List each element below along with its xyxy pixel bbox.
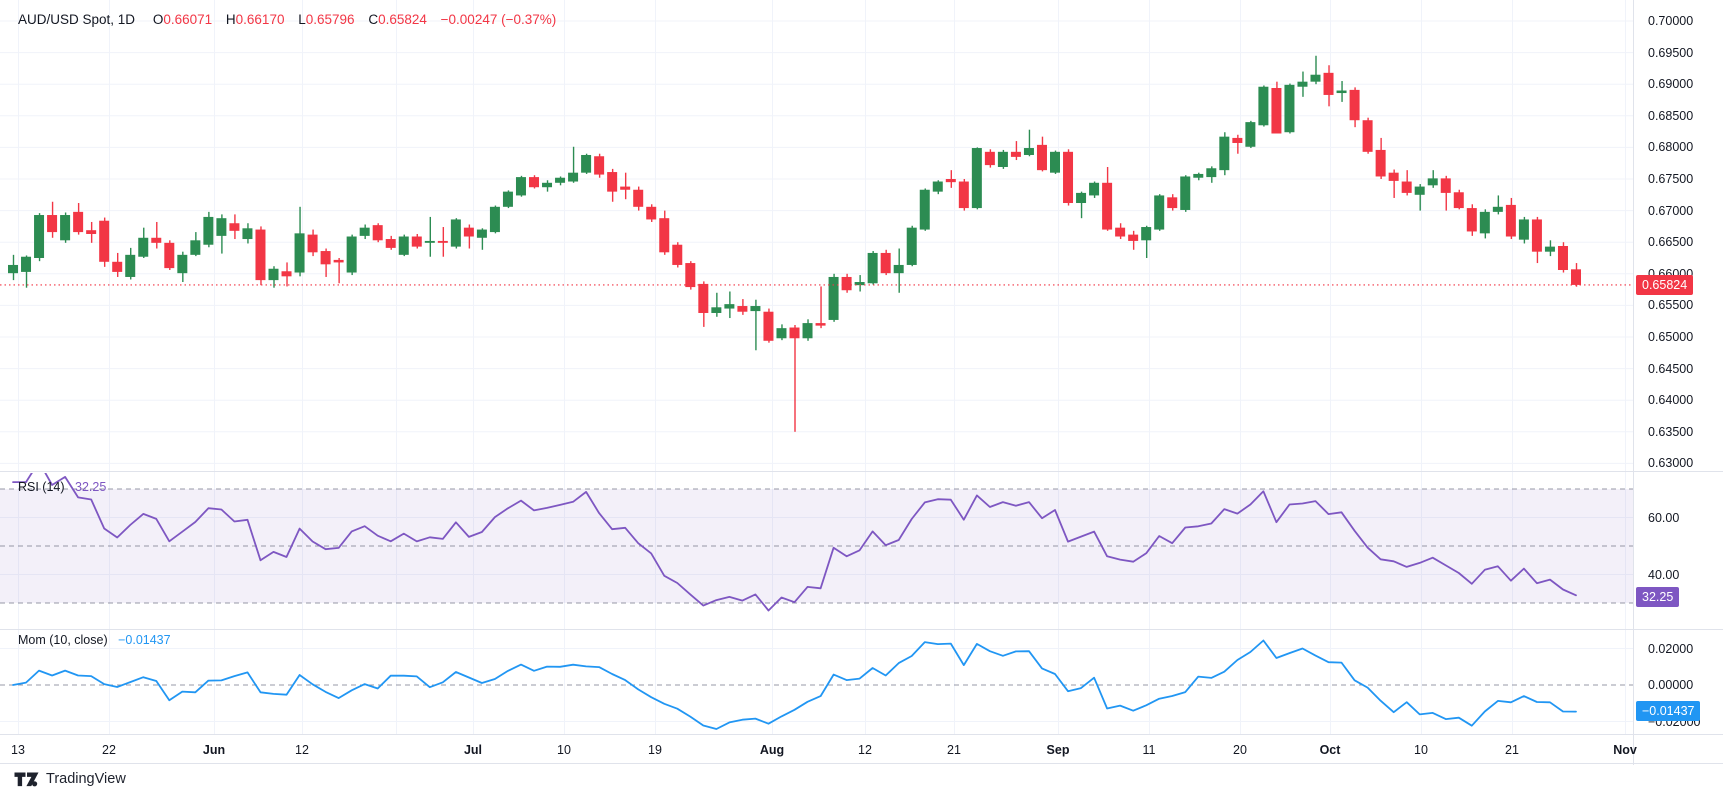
tradingview-logo[interactable]: TradingView <box>14 771 126 787</box>
mom-value-badge: −0.01437 <box>1636 701 1701 722</box>
time-tick-label: 21 <box>947 743 961 757</box>
mom-indicator-title[interactable]: Mom (10, close) <box>18 633 108 647</box>
time-tick-label: 13 <box>11 743 25 757</box>
time-tick-label: 10 <box>1414 743 1428 757</box>
rsi-value-badge: 32.25 <box>1636 586 1680 607</box>
mom-tick-label: 0.02000 <box>1648 641 1694 656</box>
high-value: 0.66170 <box>235 12 285 27</box>
change-value: −0.00247 (−0.37%) <box>440 12 557 27</box>
rsi-line <box>12 473 1577 612</box>
low-label: L <box>298 12 306 27</box>
time-tick-label: 22 <box>102 743 116 757</box>
mom-line <box>12 639 1577 730</box>
vertical-gridlines <box>18 0 1626 734</box>
price-tick-label: 0.67500 <box>1648 172 1694 186</box>
candlesticks <box>8 55 1581 432</box>
time-tick-label: Jun <box>202 743 226 757</box>
price-tick-label: 0.63500 <box>1648 424 1694 439</box>
tradingview-logo-text: TradingView <box>46 771 126 787</box>
time-scale[interactable]: 13 22 Jun 12 Jul 10 19 Aug 12 21 Sep 11 20 Oct 10 21 Nov <box>0 734 1723 764</box>
time-tick-label: Oct <box>1319 743 1341 757</box>
rsi-tick-label: 60.00 <box>1648 510 1680 525</box>
horizontal-gridlines <box>0 20 1633 722</box>
price-tick-label: 0.68500 <box>1648 108 1694 123</box>
price-tick-label: 0.66500 <box>1648 235 1694 250</box>
time-tick-label: 12 <box>858 743 872 757</box>
ohlc-high: H0.66170 <box>226 12 285 27</box>
price-tick-label: 0.70000 <box>1648 14 1694 28</box>
open-label: O <box>152 12 164 27</box>
price-tick-label: 0.64000 <box>1648 393 1694 408</box>
mom-tick-label: 0.00000 <box>1648 678 1694 692</box>
price-tick-label: 0.63000 <box>1648 456 1694 471</box>
ohlc-low: L0.65796 <box>298 12 354 27</box>
time-tick-label: 19 <box>648 743 662 757</box>
low-value: 0.65796 <box>305 12 355 27</box>
symbol-legend: AUD/USD Spot, 1D O0.66071 H0.66170 L0.65… <box>18 12 556 27</box>
price-tick-label: 0.65500 <box>1648 298 1694 313</box>
time-tick-label: Jul <box>463 743 483 757</box>
time-tick-label: Sep <box>1046 743 1070 757</box>
rsi-indicator-value: 32.25 <box>75 480 107 494</box>
mom-legend: Mom (10, close) −0.01437 <box>18 633 171 647</box>
ohlc-open: O0.66071 <box>153 12 212 27</box>
time-tick-label: 21 <box>1505 743 1519 757</box>
last-price-badge: 0.65824 <box>1636 274 1694 295</box>
price-tick-label: 0.67000 <box>1648 203 1694 218</box>
mom-indicator-value: −0.01437 <box>118 633 171 647</box>
time-tick-label: 20 <box>1233 743 1247 757</box>
price-tick-label: 0.68000 <box>1648 140 1694 155</box>
time-tick-label: Aug <box>759 743 785 757</box>
rsi-legend: RSI (14) 32.25 <box>18 480 106 494</box>
rsi-tick-label: 40.00 <box>1648 567 1680 582</box>
ohlc-close: C0.65824 <box>368 12 427 27</box>
time-tick-label: Nov <box>1613 743 1637 757</box>
symbol-title[interactable]: AUD/USD Spot, 1D <box>18 12 136 27</box>
price-scale[interactable]: 0.70000 0.69500 0.69000 0.68500 0.68000 0.675… <box>1633 0 1723 765</box>
close-value: 0.65824 <box>378 12 427 27</box>
tradingview-logo-icon <box>14 772 39 786</box>
time-tick-label: 12 <box>295 743 309 757</box>
time-tick-label: 10 <box>557 743 571 757</box>
price-tick-label: 0.69000 <box>1648 77 1694 92</box>
open-value: 0.66071 <box>163 12 213 27</box>
close-label: C <box>368 12 379 27</box>
price-tick-label: 0.69500 <box>1648 45 1694 60</box>
rsi-indicator-title[interactable]: RSI (14) <box>18 480 65 494</box>
indicator-level-lines <box>0 488 1633 686</box>
price-tick-label: 0.64500 <box>1648 361 1694 376</box>
price-tick-label: 0.65000 <box>1648 330 1694 344</box>
high-label: H <box>225 12 236 27</box>
time-tick-label: 11 <box>1142 743 1156 757</box>
